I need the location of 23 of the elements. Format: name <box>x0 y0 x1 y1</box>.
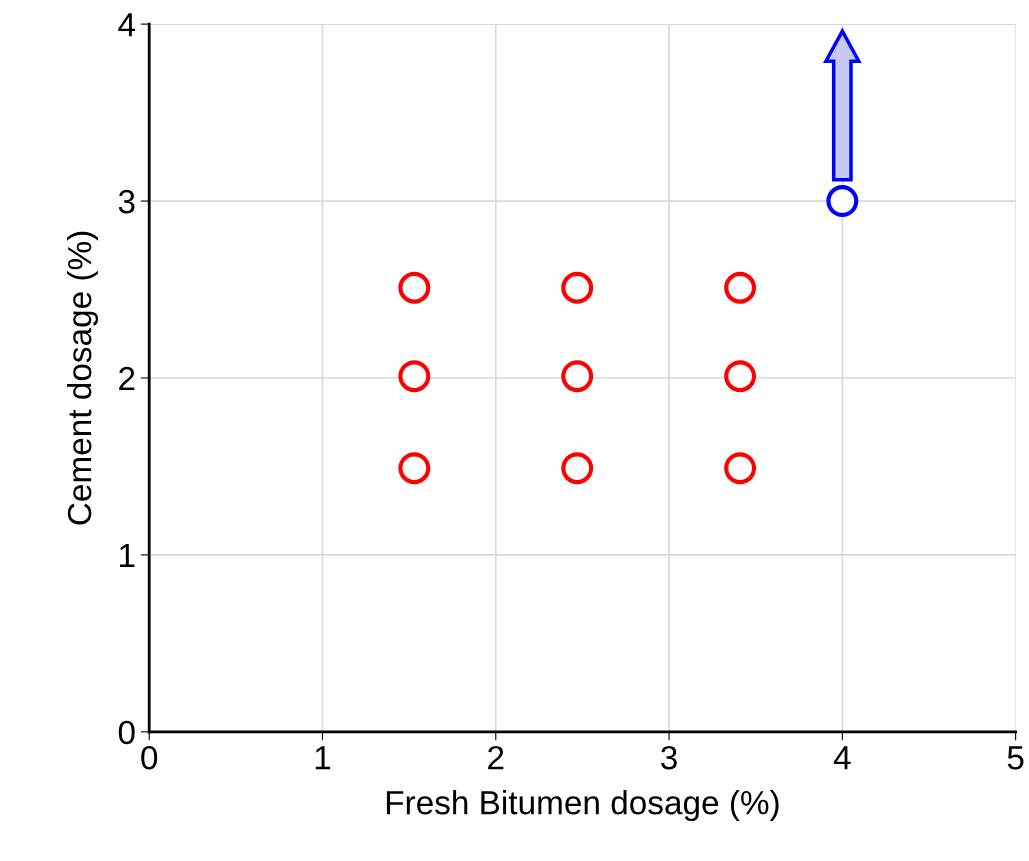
point <box>724 360 757 393</box>
point <box>724 271 757 304</box>
point <box>826 185 859 218</box>
x-tick-label: 4 <box>833 746 851 770</box>
x-tick-label: 2 <box>488 745 504 770</box>
point <box>724 452 757 485</box>
y-tick-label: 4 <box>118 13 136 37</box>
x-tick-label: 5 <box>1007 746 1024 770</box>
point <box>398 360 431 393</box>
point <box>398 452 431 485</box>
y-tick-label: 2 <box>119 366 135 391</box>
x-tick-label: 3 <box>661 745 677 770</box>
x-axis-title: Fresh Bitumen dosage (%) <box>386 790 779 822</box>
point <box>398 271 431 304</box>
y-tick-label: 1 <box>120 544 135 567</box>
point <box>561 452 594 485</box>
x-tick-label: 0 <box>141 745 158 770</box>
x-tick-label: 1 <box>315 746 331 770</box>
point <box>561 271 594 304</box>
point <box>561 360 594 393</box>
y-tick-label: 3 <box>118 189 135 214</box>
y-axis-title: Cement dosage (%) <box>66 231 99 525</box>
y-tick-label: 0 <box>118 720 135 745</box>
